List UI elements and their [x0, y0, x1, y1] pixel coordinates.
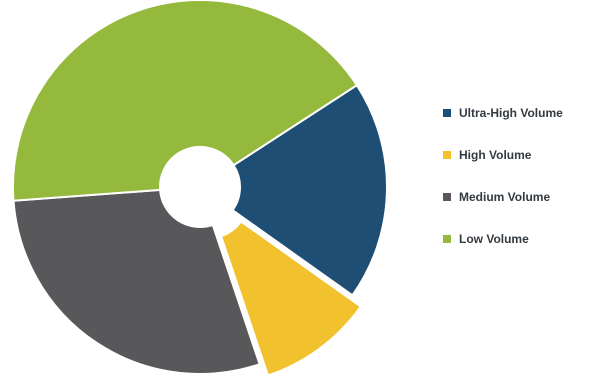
legend: Ultra-High Volume High Volume Medium Volum… — [443, 103, 563, 271]
legend-swatch — [443, 151, 451, 159]
legend-item-high-volume: High Volume — [443, 145, 563, 165]
slice-medium-volume — [12, 188, 261, 375]
legend-swatch — [443, 235, 451, 243]
legend-swatch — [443, 193, 451, 201]
slice-low-volume — [12, 0, 359, 202]
legend-item-ultra-high-volume: Ultra-High Volume — [443, 103, 563, 123]
legend-label: Ultra-High Volume — [459, 106, 563, 120]
slice-ultra-high-volume — [231, 83, 388, 297]
legend-label: Low Volume — [459, 232, 529, 246]
legend-label: High Volume — [459, 148, 532, 162]
legend-swatch — [443, 109, 451, 117]
legend-label: Medium Volume — [459, 190, 551, 204]
legend-item-low-volume: Low Volume — [443, 229, 563, 249]
slice-high-volume — [219, 220, 363, 377]
donut-svg — [12, 0, 388, 377]
legend-item-medium-volume: Medium Volume — [443, 187, 563, 207]
